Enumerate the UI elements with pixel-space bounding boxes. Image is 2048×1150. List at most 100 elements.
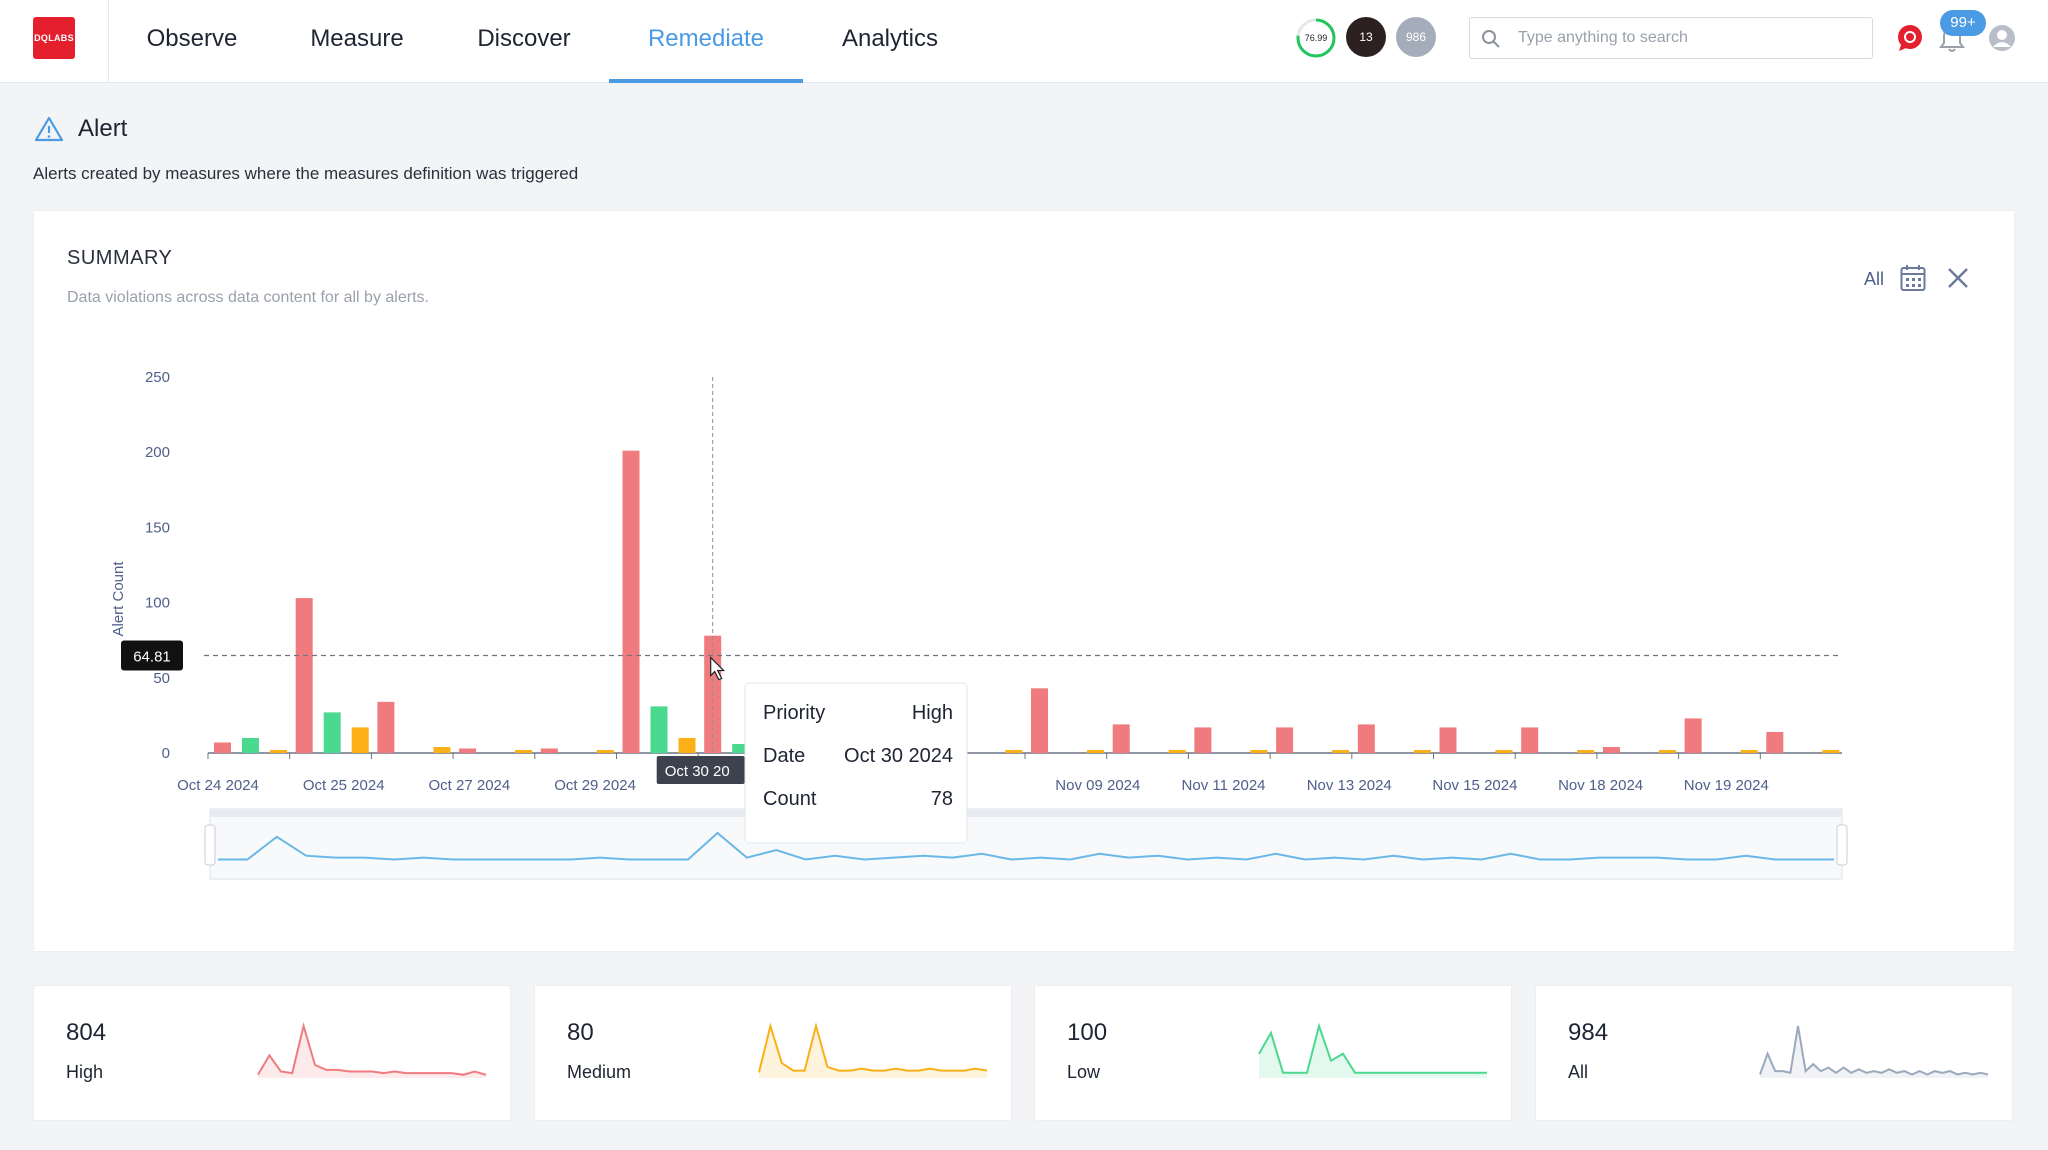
chat-icon[interactable] — [1895, 23, 1925, 53]
x-tick-label: Nov 09 2024 — [1055, 777, 1140, 794]
chart-bar — [1495, 749, 1513, 753]
chart-bar — [433, 746, 451, 753]
page-title: Alert — [78, 115, 128, 142]
alert-count-bar-chart[interactable]: 0 50 100 150 200 250 Alert Count Oct 24 2024 Oct… — [34, 211, 2014, 951]
y-tick-label: 0 — [162, 745, 170, 762]
chart-bar — [1112, 724, 1130, 753]
sparkline-line — [257, 1022, 487, 1076]
summary-description: Data violations across data content for … — [67, 289, 429, 306]
chart-bar — [1005, 749, 1023, 753]
nav-analytics[interactable]: Analytics — [841, 25, 939, 52]
navigator-frame — [209, 808, 1843, 880]
x-tick-label: Nov 11 2024 — [1182, 777, 1266, 794]
sparkline-area — [1259, 1026, 1487, 1078]
nav-measure[interactable]: Measure — [310, 25, 404, 52]
card-label: All — [1568, 1062, 1589, 1082]
navigator-scrollbar — [210, 809, 1842, 817]
chart-bar — [678, 737, 696, 753]
chart-bar — [1276, 727, 1294, 753]
x-tick-label: Oct 29 2024 — [554, 777, 636, 794]
chart-bar — [377, 701, 395, 753]
notification-count-badge[interactable]: 99+ — [1940, 10, 1986, 36]
tooltip-key: Date — [763, 745, 805, 767]
hover-x-label: Oct 30 20 — [665, 763, 730, 780]
chart-bar — [1602, 746, 1620, 753]
nav-observe[interactable]: Observe — [146, 25, 238, 52]
chart-bar — [1031, 688, 1048, 753]
average-label: 64.81 — [133, 649, 171, 666]
tooltip-key: Count — [763, 788, 817, 810]
chart-bar — [596, 749, 614, 753]
sparkline-area — [759, 1026, 987, 1078]
high-trend-sparkline — [257, 1022, 487, 1078]
user-avatar-icon[interactable] — [1988, 24, 2016, 52]
x-tick-label: Oct 27 2024 — [429, 777, 511, 794]
page-description: Alerts created by measures where the mea… — [33, 164, 579, 183]
search-box[interactable] — [1469, 17, 1873, 59]
score-ring-icon[interactable] — [1295, 17, 1337, 59]
x-tick-label: Nov 19 2024 — [1684, 777, 1769, 794]
chart-bar — [515, 749, 533, 753]
brand-logo[interactable]: DQLABS — [33, 17, 75, 59]
chart-bar — [323, 712, 341, 753]
chart-bar — [1766, 731, 1784, 753]
search-icon — [1482, 30, 1500, 48]
all-alerts-card[interactable]: 984 All — [1535, 985, 2013, 1121]
card-count: 100 — [1067, 1019, 1108, 1046]
tooltip-box — [744, 682, 968, 844]
top-navigation: DQLABS Observe Measure Discover Remediat… — [0, 0, 2048, 83]
nav-discover[interactable]: Discover — [477, 25, 571, 52]
y-tick-label: 250 — [145, 369, 170, 386]
chart-bar — [1684, 718, 1702, 753]
assets-badge[interactable]: 986 — [1396, 17, 1436, 57]
high-alerts-card[interactable]: 804 High — [33, 985, 511, 1121]
x-tick-label: Oct 25 2024 — [303, 777, 385, 794]
chart-bar — [1439, 727, 1457, 753]
chart-bar — [732, 743, 750, 753]
sparkline-line — [1759, 1025, 1989, 1076]
navigator-left-handle — [204, 824, 216, 866]
navigator-right-handle — [1836, 824, 1848, 866]
issues-badge[interactable]: 13 — [1346, 17, 1386, 57]
chart-bar — [1250, 749, 1268, 753]
chart-bar — [295, 598, 313, 753]
chart-bar — [270, 749, 287, 753]
navigator-series-line — [218, 831, 1834, 861]
chart-bar — [1413, 749, 1431, 753]
card-label: Medium — [567, 1062, 632, 1082]
mouse-pointer-icon — [710, 656, 726, 681]
chart-bar — [1658, 749, 1676, 753]
medium-trend-sparkline — [758, 1022, 988, 1078]
tooltip-value: Oct 30 2024 — [844, 745, 953, 767]
chart-tooltip: Priority High Date Oct 30 2024 Count 78 — [744, 682, 968, 844]
medium-alerts-card[interactable]: 80 Medium — [534, 985, 1012, 1121]
chart-bar — [650, 706, 668, 753]
chart-bar — [1332, 749, 1350, 753]
average-label-box — [121, 640, 183, 671]
all-trend-sparkline — [1759, 1025, 1989, 1078]
card-count: 804 — [66, 1019, 107, 1046]
chart-bar — [622, 450, 640, 753]
low-trend-sparkline — [1258, 1022, 1487, 1078]
score-value: 76.99 — [1304, 33, 1328, 43]
chart-bar — [1822, 749, 1840, 753]
chart-bar — [351, 727, 369, 753]
chart-bar — [1194, 727, 1212, 753]
tooltip-value: 78 — [931, 788, 953, 810]
x-tick-label: Oct 24 2024 — [177, 777, 259, 794]
chart-bar — [1168, 749, 1186, 753]
card-label: Low — [1067, 1062, 1101, 1082]
calendar-icon[interactable] — [1900, 264, 1926, 292]
chart-bar — [540, 748, 558, 753]
summary-panel: SUMMARY Data violations across data cont… — [33, 210, 2015, 952]
chart-bar — [1521, 727, 1539, 753]
chart-bar — [214, 742, 231, 753]
range-all-button[interactable]: All — [1864, 269, 1885, 289]
alert-triangle-icon — [35, 116, 63, 142]
card-count: 984 — [1568, 1019, 1609, 1046]
hover-x-label-box — [656, 756, 745, 784]
low-alerts-card[interactable]: 100 Low — [1034, 985, 1512, 1121]
nav-remediate[interactable]: Remediate — [609, 0, 803, 83]
search-input[interactable] — [1518, 18, 1858, 58]
close-icon[interactable] — [1947, 267, 1969, 289]
